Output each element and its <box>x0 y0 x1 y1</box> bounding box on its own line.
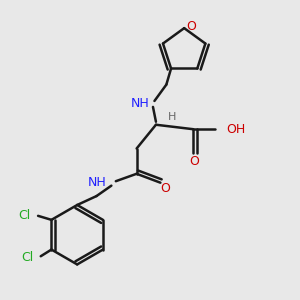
Text: Cl: Cl <box>21 251 33 264</box>
Text: OH: OH <box>226 123 245 136</box>
Text: H: H <box>168 112 176 122</box>
Text: O: O <box>160 182 170 195</box>
Text: NH: NH <box>131 98 150 110</box>
Text: NH: NH <box>88 176 107 189</box>
Text: Cl: Cl <box>18 209 31 222</box>
Text: O: O <box>187 20 196 33</box>
Text: O: O <box>190 155 200 168</box>
